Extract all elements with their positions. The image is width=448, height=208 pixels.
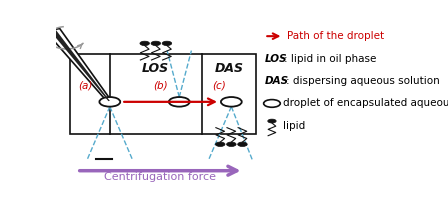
- Text: lipid: lipid: [284, 121, 306, 131]
- Circle shape: [169, 97, 190, 107]
- Text: DAS: DAS: [215, 62, 244, 75]
- Circle shape: [140, 41, 150, 46]
- Text: LOS: LOS: [142, 62, 168, 75]
- Circle shape: [238, 142, 247, 146]
- Text: : dispersing aqueous solution: : dispersing aqueous solution: [286, 76, 440, 86]
- Text: Centrifugation force: Centrifugation force: [104, 172, 216, 182]
- Circle shape: [268, 119, 276, 123]
- Text: : lipid in oil phase: : lipid in oil phase: [284, 54, 377, 64]
- Circle shape: [221, 97, 242, 107]
- Polygon shape: [45, 28, 111, 101]
- Text: Path of the droplet: Path of the droplet: [287, 31, 384, 41]
- Text: LOS: LOS: [264, 54, 287, 64]
- Circle shape: [215, 142, 225, 146]
- Text: (b): (b): [153, 81, 168, 91]
- Bar: [70, 54, 256, 134]
- Circle shape: [162, 41, 172, 46]
- Polygon shape: [50, 29, 110, 101]
- Circle shape: [263, 100, 280, 107]
- Text: (a): (a): [78, 81, 93, 91]
- Text: (c): (c): [212, 81, 226, 91]
- Text: DAS: DAS: [264, 76, 289, 86]
- Circle shape: [227, 142, 236, 146]
- Text: droplet of encapsulated aqueous solution: droplet of encapsulated aqueous solution: [284, 98, 448, 108]
- Circle shape: [99, 97, 120, 107]
- Circle shape: [151, 41, 160, 46]
